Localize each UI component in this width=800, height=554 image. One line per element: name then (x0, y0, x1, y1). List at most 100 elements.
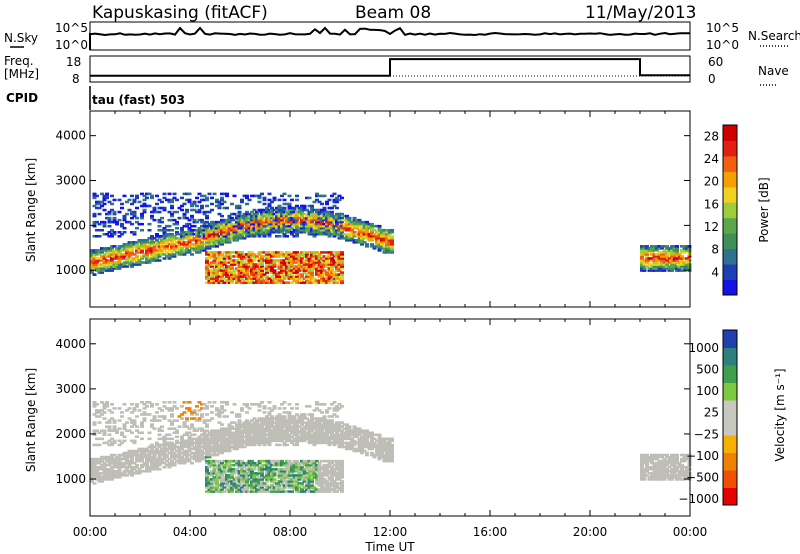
power-cell (142, 208, 147, 212)
velocity-cell (360, 429, 364, 432)
velocity-cell (110, 453, 114, 457)
power-cell (270, 228, 274, 232)
power-cell (212, 255, 217, 258)
velocity-cell (150, 425, 154, 428)
power-cell (222, 269, 227, 272)
velocity-cell (130, 457, 134, 461)
power-cell (277, 281, 282, 284)
power-cell (280, 269, 284, 272)
velocity-cell (182, 425, 187, 428)
velocity-cell (297, 435, 302, 439)
velocity-cell (247, 421, 252, 424)
power-cell (310, 210, 314, 214)
power-cell (237, 206, 242, 210)
power-cell (320, 216, 324, 220)
power-cell (315, 222, 319, 226)
power-cell (157, 255, 162, 258)
power-cell (102, 253, 107, 256)
velocity-cell (312, 467, 317, 471)
velocity-cell (330, 465, 334, 469)
power-cell (642, 253, 647, 256)
power-cell (280, 230, 284, 234)
velocity-cell (215, 465, 219, 469)
power-cell (287, 202, 292, 206)
velocity-cell (227, 439, 232, 443)
power-cell (240, 269, 244, 272)
velocity-cell (292, 427, 297, 430)
power-cell (287, 228, 292, 232)
velocity-cell (205, 476, 209, 479)
velocity-cell (145, 467, 149, 471)
velocity-cell (267, 461, 272, 465)
velocity-cell (252, 463, 257, 467)
velocity-cell (237, 472, 242, 475)
velocity-cell (255, 425, 259, 428)
velocity-cell (282, 484, 287, 487)
velocity-cell (190, 417, 194, 420)
power-cell (277, 228, 282, 232)
power-cell (245, 235, 249, 238)
power-cell (282, 206, 287, 210)
power-cell (317, 210, 322, 214)
power-cell (157, 241, 162, 244)
power-cell (262, 267, 267, 270)
power-cell (125, 247, 129, 250)
power-cell (207, 243, 212, 246)
power-cell (337, 220, 342, 224)
velocity-cell (155, 467, 159, 471)
power-cell (197, 243, 202, 246)
power-cell (322, 261, 327, 264)
power-cell (282, 210, 287, 214)
power-cell (382, 241, 387, 244)
power-cell (105, 265, 109, 268)
velocity-cell (100, 459, 104, 463)
velocity-cell (277, 467, 282, 471)
power-cell (285, 267, 289, 270)
velocity-cell (115, 461, 119, 465)
velocity-cell (190, 461, 194, 465)
power-cell (212, 241, 217, 244)
power-cell (335, 220, 339, 224)
velocity-cell (207, 486, 212, 489)
power-cell (145, 261, 149, 264)
velocity-cell (307, 439, 312, 443)
power-cell (175, 245, 179, 248)
velocity-cell (350, 429, 354, 432)
velocity-cell (287, 459, 292, 463)
velocity-cell (345, 445, 349, 449)
power-cell (677, 253, 682, 256)
power-cell (282, 192, 287, 196)
velocity-cell (160, 437, 164, 441)
power-cell (257, 251, 262, 254)
power-cell (175, 230, 179, 234)
velocity-cell (307, 463, 312, 467)
velocity-cell (152, 417, 157, 420)
power-cell (265, 212, 269, 216)
power-cell (130, 259, 134, 262)
power-cell (102, 255, 107, 258)
velocity-cell (292, 443, 297, 447)
velocity-cell (135, 463, 139, 467)
power-cell (192, 218, 197, 222)
velocity-cell (245, 490, 249, 493)
power-cell (92, 249, 97, 252)
power-cell (180, 232, 184, 236)
power-cell (120, 222, 124, 226)
velocity-cell (207, 482, 212, 485)
velocity-cell (97, 409, 102, 412)
velocity-cell (272, 439, 277, 443)
power-cell (167, 235, 172, 238)
velocity-cell (205, 405, 209, 408)
power-cell (337, 224, 342, 228)
velocity-cell (260, 470, 264, 473)
velocity-cell (197, 453, 202, 457)
power-cell (205, 241, 209, 244)
power-cell (140, 222, 144, 226)
power-ytick-label: 2000 (55, 218, 86, 232)
velocity-cell (300, 474, 304, 477)
velocity-cell (130, 455, 134, 459)
velocity-cell (290, 421, 294, 424)
velocity-cell (152, 453, 157, 457)
velocity-cell (177, 447, 182, 451)
velocity-cell (95, 476, 99, 479)
